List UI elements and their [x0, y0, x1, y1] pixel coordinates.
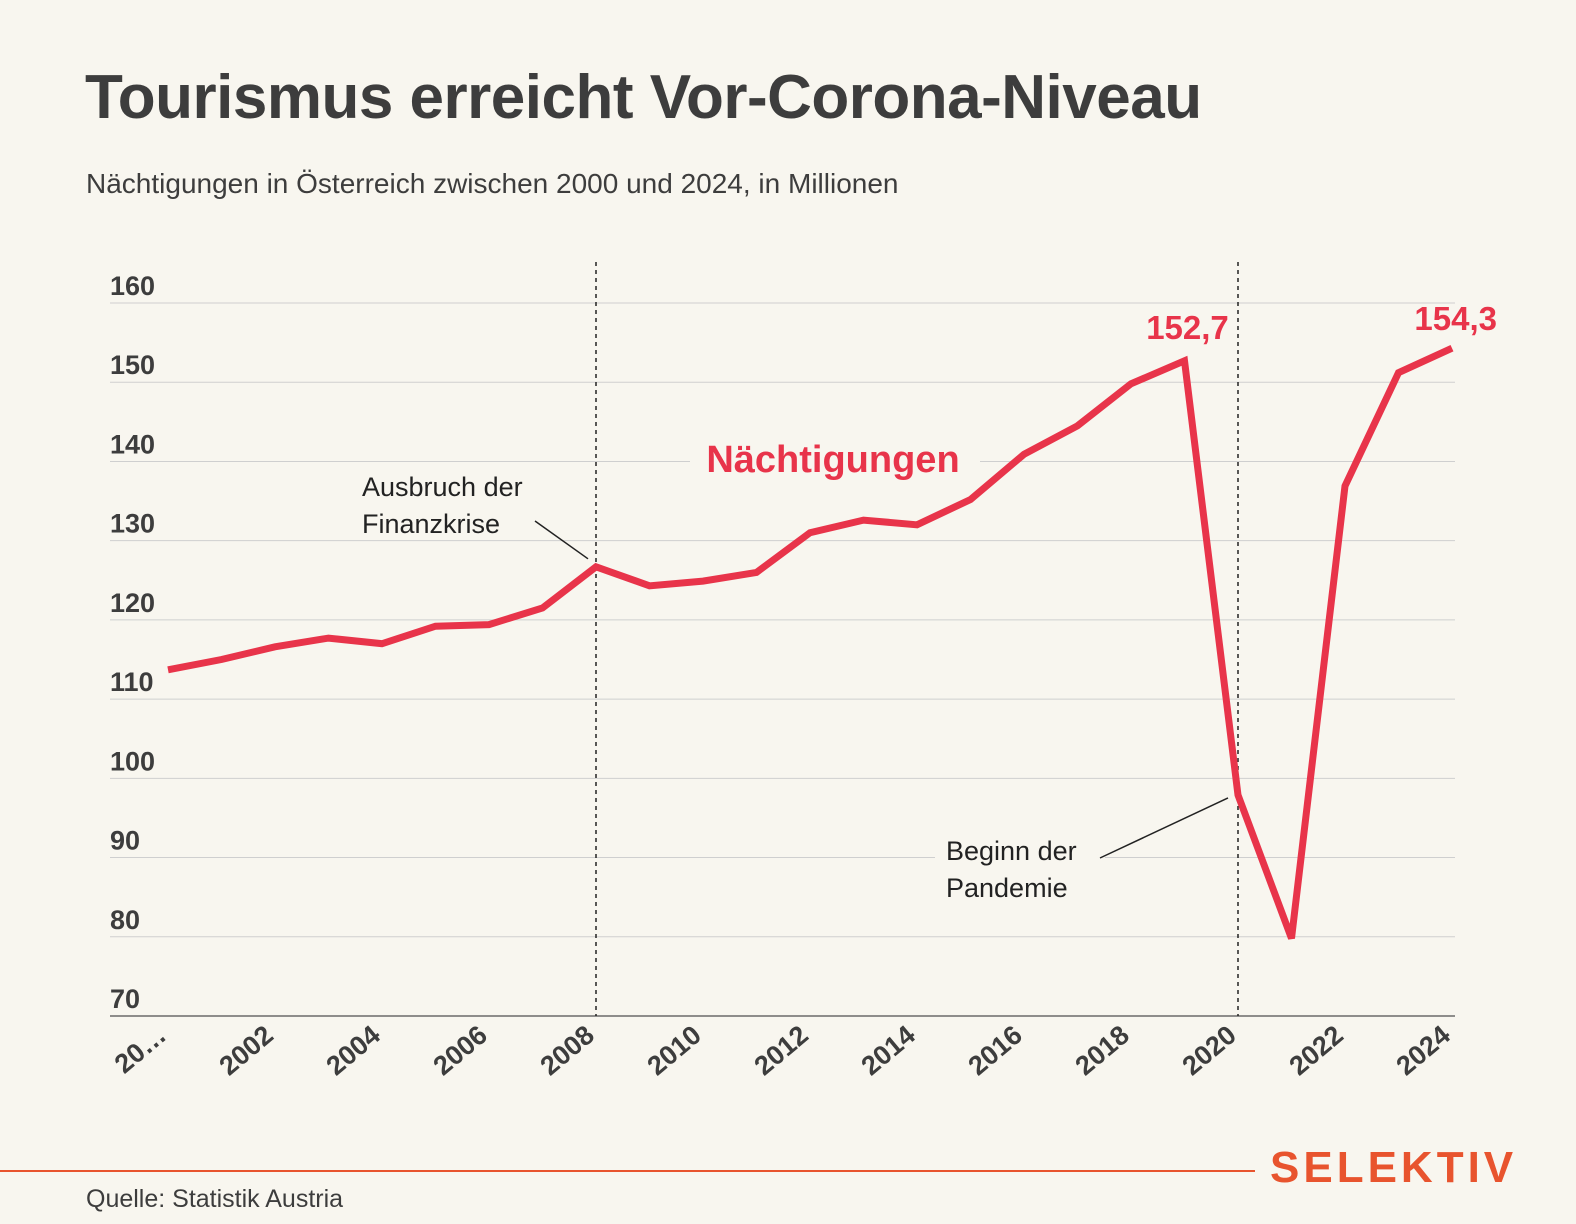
- x-tick-label: 2002: [214, 1020, 279, 1082]
- y-tick-label: 110: [110, 667, 154, 697]
- x-tick-label: 2020: [1177, 1020, 1242, 1082]
- y-tick-label: 90: [110, 826, 140, 856]
- data-label: 154,3: [1414, 300, 1497, 337]
- selektiv-logo: SELEKTIV: [1270, 1143, 1518, 1192]
- annotation-text: Pandemie: [946, 873, 1068, 903]
- y-tick-label: 150: [110, 350, 155, 380]
- series-line-naechtigungen: [167, 345, 1454, 940]
- annotation-label-bg: [935, 835, 1105, 867]
- x-tick-label: 2008: [535, 1020, 600, 1082]
- annotation-text: Beginn der: [946, 836, 1077, 866]
- y-tick-label: 100: [110, 746, 155, 776]
- y-tick-label: 80: [110, 905, 140, 935]
- x-tick-label: 2012: [749, 1020, 814, 1082]
- x-tick-label: 20…: [109, 1020, 172, 1080]
- y-tick-label: 160: [110, 271, 155, 301]
- annotation-leader-line: [1099, 797, 1229, 859]
- x-tick-label: 2018: [1070, 1020, 1135, 1082]
- annotation-leader-line: [534, 520, 589, 560]
- x-tick-label: 2016: [963, 1020, 1028, 1082]
- x-tick-label: 2006: [428, 1020, 493, 1082]
- y-tick-label: 70: [110, 984, 140, 1014]
- footer-divider: [0, 1170, 1255, 1172]
- annotation-text: Ausbruch der: [362, 472, 523, 502]
- y-tick-label: 140: [110, 429, 155, 459]
- data-label: 152,7: [1146, 309, 1229, 346]
- series-label: Nächtigungen: [706, 439, 959, 481]
- chart-subtitle: Nächtigungen in Österreich zwischen 2000…: [86, 168, 899, 199]
- x-tick-label: 2010: [642, 1020, 707, 1082]
- source-note: Quelle: Statistik Austria: [86, 1185, 344, 1213]
- series-label-bg: [690, 440, 980, 484]
- x-tick-label: 2014: [856, 1020, 921, 1082]
- y-tick-label: 120: [110, 588, 155, 618]
- annotation-text: Finanzkrise: [362, 509, 500, 539]
- x-tick-label: 2004: [321, 1020, 386, 1082]
- x-tick-label: 2024: [1391, 1020, 1456, 1082]
- x-tick-label: 2022: [1284, 1020, 1349, 1082]
- y-tick-label: 130: [110, 509, 155, 539]
- chart-title: Tourismus erreicht Vor-Corona-Niveau: [85, 63, 1202, 132]
